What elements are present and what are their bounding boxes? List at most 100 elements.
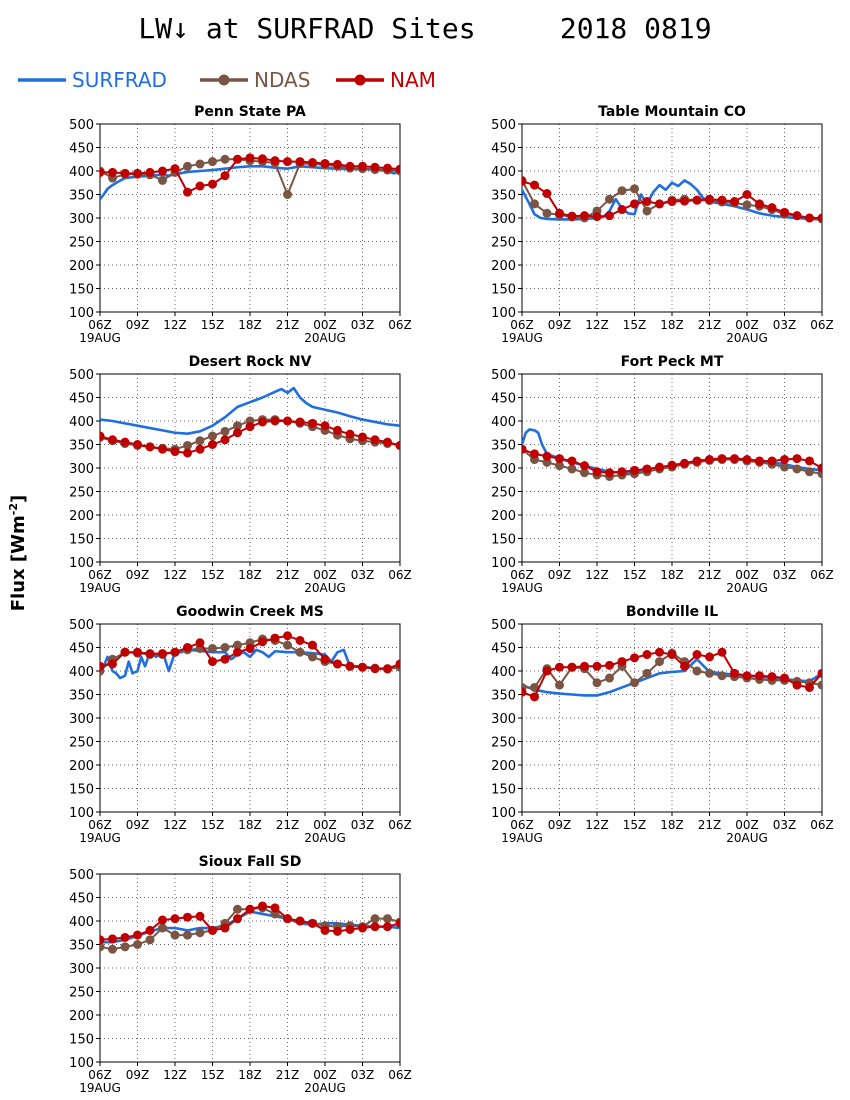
data-point-nam bbox=[108, 934, 117, 944]
legend-marker-nam bbox=[354, 74, 366, 86]
x-tick-label: 00Z bbox=[313, 568, 337, 582]
data-point-nam bbox=[555, 662, 564, 672]
data-point-nam bbox=[780, 207, 789, 217]
data-point-nam bbox=[320, 654, 330, 664]
data-point-nam bbox=[580, 461, 589, 471]
data-point-nam bbox=[333, 926, 342, 936]
x-tick-label: 03Z bbox=[351, 1068, 375, 1082]
panel-title: Table Mountain CO bbox=[598, 104, 746, 120]
data-point-nam bbox=[233, 914, 242, 924]
y-tick-label: 200 bbox=[69, 509, 94, 524]
data-point-nam bbox=[170, 914, 180, 924]
data-point-ndas bbox=[308, 652, 317, 662]
data-point-ndas bbox=[642, 668, 652, 678]
data-point-nam bbox=[208, 657, 217, 667]
data-point-nam bbox=[692, 650, 702, 660]
data-point-ndas bbox=[158, 175, 167, 185]
data-point-nam bbox=[308, 640, 317, 650]
data-point-nam bbox=[542, 451, 552, 461]
y-tick-label: 400 bbox=[69, 915, 94, 930]
data-point-nam bbox=[730, 454, 739, 464]
data-point-nam bbox=[258, 417, 267, 427]
data-point-nam bbox=[245, 904, 255, 914]
data-point-nam bbox=[170, 447, 180, 457]
legend-label-nam: NAM bbox=[390, 68, 436, 92]
data-point-nam bbox=[183, 187, 192, 197]
data-point-nam bbox=[308, 158, 317, 168]
y-tick-label: 300 bbox=[491, 212, 516, 227]
data-point-nam bbox=[195, 911, 205, 921]
data-point-nam bbox=[792, 454, 802, 464]
data-point-ndas bbox=[208, 643, 217, 653]
data-point-ndas bbox=[195, 928, 205, 938]
data-point-nam bbox=[220, 171, 230, 181]
data-point-nam bbox=[345, 661, 355, 671]
data-point-nam bbox=[792, 680, 802, 690]
x-tick-label: 18Z bbox=[238, 318, 262, 332]
chart-panel-table-mountain: Table Mountain CO 100 150 200 250 300 350 400 45… bbox=[491, 104, 834, 345]
x-date-label: 19AUG bbox=[79, 581, 121, 595]
x-tick-label: 09Z bbox=[126, 568, 150, 582]
x-date-label: 20AUG bbox=[304, 581, 346, 595]
x-tick-label: 12Z bbox=[163, 818, 187, 832]
x-tick-label: 18Z bbox=[660, 318, 684, 332]
data-point-nam bbox=[183, 912, 192, 922]
series-group bbox=[100, 631, 400, 680]
data-point-nam bbox=[158, 166, 167, 176]
data-point-nam bbox=[395, 164, 400, 174]
y-tick-label: 450 bbox=[491, 142, 516, 157]
x-tick-label: 06Z bbox=[510, 818, 534, 832]
x-tick-label: 18Z bbox=[660, 818, 684, 832]
y-tick-label: 200 bbox=[491, 259, 516, 274]
data-point-nam bbox=[705, 652, 714, 662]
y-tick-label: 400 bbox=[491, 415, 516, 430]
y-tick-label: 500 bbox=[69, 868, 94, 883]
x-tick-label: 00Z bbox=[313, 318, 337, 332]
y-axis-label-text: Flux [Wm bbox=[8, 515, 29, 612]
data-point-nam bbox=[755, 456, 764, 466]
data-point-nam bbox=[680, 196, 689, 206]
x-tick-label: 03Z bbox=[351, 818, 375, 832]
data-point-nam bbox=[183, 643, 192, 652]
data-point-nam bbox=[220, 923, 230, 933]
data-point-ndas bbox=[383, 914, 392, 924]
data-point-nam bbox=[258, 154, 267, 164]
data-point-nam bbox=[120, 168, 130, 178]
y-tick-label: 200 bbox=[69, 1009, 94, 1024]
series-group bbox=[100, 153, 400, 201]
data-point-nam bbox=[530, 180, 539, 190]
x-tick-label: 18Z bbox=[238, 818, 262, 832]
data-point-nam bbox=[667, 460, 677, 470]
y-tick-label: 450 bbox=[491, 392, 516, 407]
y-tick-label: 250 bbox=[491, 736, 516, 751]
x-date-label: 19AUG bbox=[79, 1081, 121, 1095]
data-point-nam bbox=[220, 435, 230, 445]
data-point-nam bbox=[158, 649, 167, 659]
data-point-nam bbox=[755, 671, 764, 681]
data-point-nam bbox=[295, 417, 305, 427]
x-tick-label: 09Z bbox=[548, 818, 572, 832]
data-point-nam bbox=[383, 163, 392, 173]
x-tick-label: 09Z bbox=[126, 318, 150, 332]
chart-panel-fort-peck: Fort Peck MT 100 150 200 250 300 350 400 450 500 0… bbox=[491, 354, 834, 595]
data-point-ndas bbox=[692, 666, 702, 676]
x-tick-label: 15Z bbox=[201, 818, 225, 832]
data-point-nam bbox=[133, 440, 142, 449]
x-tick-label: 00Z bbox=[735, 818, 759, 832]
data-point-nam bbox=[245, 643, 255, 653]
data-point-nam bbox=[542, 189, 552, 199]
series-group bbox=[100, 386, 400, 458]
series-group bbox=[522, 175, 822, 224]
data-point-nam bbox=[283, 416, 292, 426]
x-tick-label: 06Z bbox=[510, 318, 534, 332]
y-tick-label: 400 bbox=[491, 165, 516, 180]
data-point-nam bbox=[100, 935, 105, 945]
y-tick-label: 150 bbox=[69, 783, 94, 798]
data-point-nam bbox=[395, 440, 400, 450]
x-tick-label: 18Z bbox=[660, 568, 684, 582]
panel-title: Bondville IL bbox=[626, 604, 718, 620]
data-point-nam bbox=[630, 199, 639, 209]
data-point-nam bbox=[817, 213, 822, 223]
data-point-nam bbox=[767, 672, 777, 682]
data-point-nam bbox=[530, 449, 539, 459]
